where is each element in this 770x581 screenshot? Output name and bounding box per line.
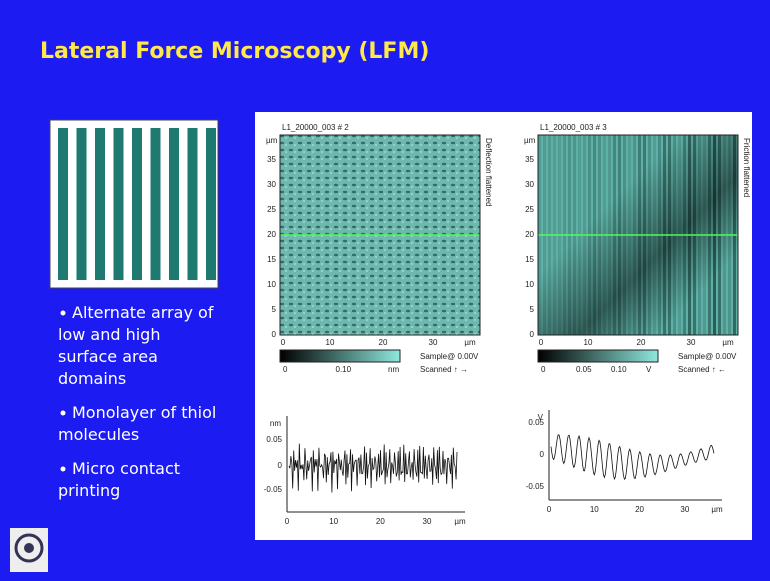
y-tick-label: 10 [525, 280, 534, 289]
bullet-line: surface area [58, 347, 158, 366]
x-tick-label: µm [711, 505, 723, 514]
y-tick-label: -0.05 [264, 485, 283, 494]
colorbar [537, 349, 659, 363]
x-tick-label: 10 [584, 338, 593, 347]
side-label: Deflection flattened [484, 138, 493, 207]
y-tick-label: 15 [525, 255, 534, 264]
y-tick-label: 30 [267, 180, 276, 189]
x-tick-label: 30 [687, 338, 696, 347]
y-unit: µm [266, 136, 278, 145]
stripe [206, 128, 216, 280]
x-tick-label: 0 [539, 338, 544, 347]
bullet-dot [60, 310, 66, 316]
bullet-line: Alternate array of [72, 303, 214, 322]
scanned-label: Scanned ↑ ← [678, 365, 726, 374]
profile-line [288, 443, 458, 493]
image-title: L1_20000_003 # 3 [540, 123, 607, 132]
y-unit: µm [524, 136, 536, 145]
stripe [132, 128, 142, 280]
y-tick-label: 30 [525, 180, 534, 189]
bullet-line: Micro contact [72, 459, 180, 478]
colorbar-label: nm [388, 365, 399, 374]
colorbar-label: 0.10 [611, 365, 627, 374]
profile-line [550, 434, 715, 481]
x-tick-label: 30 [429, 338, 438, 347]
sample-label: Sample@ 0.00V [678, 352, 737, 361]
x-tick-label: 0 [547, 505, 552, 514]
x-tick-label: 30 [423, 517, 432, 526]
y-tick-label: 20 [525, 230, 534, 239]
y-tick-label: 5 [272, 305, 277, 314]
x-tick-label: 20 [635, 505, 644, 514]
bullet-line: printing [58, 481, 120, 500]
slide-title: Lateral Force Microscopy (LFM) [40, 39, 429, 64]
colorbar-label: 0 [541, 365, 546, 374]
stripe [150, 128, 161, 280]
scanned-label: Scanned ↑ → [420, 365, 468, 374]
x-tick-label: 20 [376, 517, 385, 526]
stripe [95, 128, 105, 280]
y-tick-label: 0 [540, 450, 545, 459]
x-tick-label: 20 [379, 338, 388, 347]
y-unit: V [538, 413, 544, 422]
y-tick-label: -0.05 [526, 482, 545, 491]
x-tick-label: µm [722, 338, 734, 347]
side-label: Friction flattened [742, 138, 751, 197]
bullet-dot [60, 410, 66, 416]
colorbar-label: V [646, 365, 652, 374]
stripe [187, 128, 198, 280]
bullet-line: domains [58, 369, 126, 388]
x-tick-label: µm [454, 517, 466, 526]
stripe [169, 128, 179, 280]
logo [10, 528, 48, 572]
colorbar-label: 0.05 [576, 365, 592, 374]
colorbar-label: 0 [283, 365, 288, 374]
stripe [113, 128, 124, 280]
image-title: L1_20000_003 # 2 [282, 123, 349, 132]
stripes [58, 128, 216, 280]
bullet-line: low and high [58, 325, 160, 344]
x-tick-label: 30 [680, 505, 689, 514]
colorbar [279, 349, 401, 363]
y-tick-label: 35 [267, 155, 276, 164]
stripe [58, 128, 68, 280]
y-unit: nm [270, 419, 281, 428]
y-tick-label: 35 [525, 155, 534, 164]
y-tick-label: 25 [525, 205, 534, 214]
y-tick-label: 0 [530, 330, 535, 339]
y-tick-label: 0 [272, 330, 277, 339]
bullet-line: molecules [58, 425, 139, 444]
y-tick-label: 15 [267, 255, 276, 264]
x-tick-label: 10 [590, 505, 599, 514]
bullet-dot [60, 466, 66, 472]
y-tick-label: 0.05 [528, 418, 544, 427]
bullet-line: Monolayer of thiol [72, 403, 216, 422]
y-tick-label: 25 [267, 205, 276, 214]
image-frame [279, 134, 481, 336]
x-tick-label: 10 [329, 517, 338, 526]
x-tick-label: 20 [637, 338, 646, 347]
colorbar-label: 0.10 [336, 365, 352, 374]
x-tick-label: 10 [326, 338, 335, 347]
x-tick-label: 0 [281, 338, 286, 347]
x-tick-label: µm [464, 338, 476, 347]
x-tick-label: 0 [285, 517, 290, 526]
y-tick-label: 0.05 [266, 435, 282, 444]
y-tick-label: 0 [278, 461, 283, 470]
y-tick-label: 20 [267, 230, 276, 239]
stripe [76, 128, 87, 280]
y-tick-label: 5 [530, 305, 535, 314]
y-tick-label: 10 [267, 280, 276, 289]
image-frame [537, 134, 739, 336]
sample-label: Sample@ 0.00V [420, 352, 479, 361]
